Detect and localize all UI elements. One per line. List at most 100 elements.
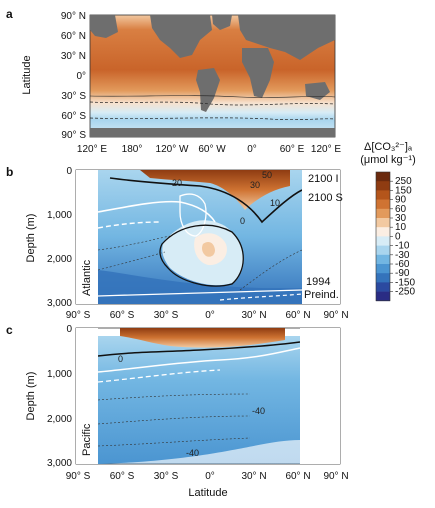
a-ytick: 30° N bbox=[61, 51, 86, 62]
a-ytick: 0° bbox=[76, 71, 86, 82]
b-annotation-2100S: 2100 S bbox=[308, 192, 343, 204]
colorbar-swatch bbox=[376, 172, 390, 182]
colorbar-title: Δ[CO₃²⁻]ₐ bbox=[364, 141, 413, 153]
c-ytick: 1,000 bbox=[47, 369, 72, 380]
panel-c-ylabel: Depth (m) bbox=[25, 372, 37, 421]
panel-c-xlabel: Latitude bbox=[188, 487, 227, 499]
colorbar-tick-label: 150 bbox=[395, 185, 412, 196]
colorbar-swatch bbox=[376, 190, 390, 200]
c-xtick: 30° S bbox=[154, 471, 179, 482]
panel-b-yticks: 0 1,000 2,000 3,000 bbox=[47, 166, 72, 309]
c-xtick: 90° N bbox=[323, 471, 348, 482]
b-xtick: 60° N bbox=[285, 310, 310, 321]
b-contour-label: 30 bbox=[250, 180, 260, 190]
b-xtick: 60° S bbox=[110, 310, 135, 321]
colorbar-tick-label: -60 bbox=[395, 259, 410, 270]
b-ytick: 2,000 bbox=[47, 254, 72, 265]
panel-c-label: c bbox=[6, 323, 13, 337]
colorbar-tick-label: -10 bbox=[395, 241, 410, 252]
c-xtick: 60° S bbox=[110, 471, 135, 482]
a-xtick: 60° W bbox=[198, 144, 226, 155]
continent-antarctica bbox=[90, 128, 335, 137]
c-xtick: 0° bbox=[205, 471, 215, 482]
b-xtick: 0° bbox=[205, 310, 215, 321]
continent-greenland bbox=[212, 15, 232, 30]
a-ytick: 30° S bbox=[61, 91, 86, 102]
panel-c-xticks: 90° S 60° S 30° S 0° 30° N 60° N 90° N bbox=[66, 471, 349, 482]
b-xtick: 90° S bbox=[66, 310, 91, 321]
panel-a-ylabel: Latitude bbox=[21, 55, 33, 94]
panel-b-xticks: 90° S 60° S 30° S 0° 30° N 60° N 90° N bbox=[66, 310, 349, 321]
c-xtick: 60° N bbox=[285, 471, 310, 482]
panel-a-xticks: 120° E 180° 120° W 60° W 0° 60° E 120° E bbox=[77, 144, 341, 155]
panel-b-ylabel: Depth (m) bbox=[25, 214, 37, 263]
c-contour-label: 0 bbox=[118, 354, 123, 364]
panel-a-yticks: 90° N 60° N 30° N 0° 30° S 60° S 90° S bbox=[61, 11, 86, 141]
a-xtick: 120° E bbox=[77, 144, 107, 155]
colorbar-swatch bbox=[376, 199, 390, 210]
colorbar-swatch bbox=[376, 254, 390, 265]
panel-c-section bbox=[75, 327, 341, 465]
colorbar-tick-label: 90 bbox=[395, 195, 407, 206]
panel-b-section bbox=[75, 169, 341, 305]
b-contour-label: 0 bbox=[240, 216, 245, 226]
b-xtick: 30° S bbox=[154, 310, 179, 321]
continent-australia bbox=[305, 82, 330, 100]
continent-asia-west bbox=[90, 15, 118, 38]
c-basin-label: Pacific bbox=[81, 423, 93, 456]
colorbar-swatch bbox=[376, 245, 390, 256]
continent-north-america bbox=[150, 15, 212, 58]
colorbar-swatch bbox=[376, 208, 390, 219]
c-ytick: 3,000 bbox=[47, 458, 72, 469]
b-xtick: 30° N bbox=[241, 310, 266, 321]
b-ytick: 0 bbox=[66, 166, 72, 177]
colorbar-swatch bbox=[376, 273, 390, 283]
colorbar-swatch bbox=[376, 282, 390, 292]
colorbar-tick-label: 0 bbox=[395, 231, 401, 242]
a-xtick: 60° E bbox=[280, 144, 305, 155]
colorbar-tick-label: 60 bbox=[395, 204, 407, 215]
c-ytick: 2,000 bbox=[47, 414, 72, 425]
colorbar: Δ[CO₃²⁻]ₐ (μmol kg⁻¹) 250150906030100-10… bbox=[360, 141, 416, 302]
colorbar-tick-label: 10 bbox=[395, 222, 407, 233]
b-annotation-preind: Preind. bbox=[304, 289, 339, 301]
colorbar-swatches bbox=[375, 171, 391, 302]
b-annotation-2100I: 2100 I bbox=[308, 173, 339, 185]
a-ytick: 60° N bbox=[61, 31, 86, 42]
a-ytick: 90° S bbox=[61, 130, 86, 141]
a-xtick: 120° E bbox=[311, 144, 341, 155]
b-ytick: 3,000 bbox=[47, 298, 72, 309]
colorbar-swatch bbox=[376, 218, 390, 228]
c-ytick: 0 bbox=[66, 324, 72, 335]
c-xtick: 90° S bbox=[66, 471, 91, 482]
colorbar-tick-label: 250 bbox=[395, 176, 412, 187]
colorbar-tick-label: -90 bbox=[395, 268, 410, 279]
colorbar-tick-label: -250 bbox=[395, 287, 415, 298]
continent-eurasia bbox=[238, 15, 335, 60]
a-ytick: 90° N bbox=[61, 11, 86, 22]
c-contour-label: -40 bbox=[186, 448, 199, 458]
a-xtick: 120° W bbox=[156, 144, 189, 155]
panel-a-map bbox=[89, 14, 336, 138]
colorbar-tick-label: -30 bbox=[395, 250, 410, 261]
c-xtick: 30° N bbox=[241, 471, 266, 482]
a-xtick: 0° bbox=[247, 144, 257, 155]
panel-a-label: a bbox=[6, 7, 13, 21]
colorbar-tick-label: 30 bbox=[395, 213, 407, 224]
colorbar-units: (μmol kg⁻¹) bbox=[360, 154, 416, 166]
a-xtick: 180° bbox=[122, 144, 143, 155]
colorbar-swatch bbox=[376, 291, 390, 302]
panel-c-yticks: 0 1,000 2,000 3,000 bbox=[47, 324, 72, 469]
colorbar-tick-label: -150 bbox=[395, 277, 415, 288]
b-contour-label: 20 bbox=[172, 178, 182, 188]
b-annotation-1994: 1994 bbox=[306, 276, 330, 288]
b-contour-label: 50 bbox=[262, 170, 272, 180]
continent-africa bbox=[242, 48, 274, 98]
b-ytick: 1,000 bbox=[47, 210, 72, 221]
continent-south-america bbox=[196, 68, 220, 112]
panel-b-label: b bbox=[6, 165, 13, 179]
b-contour-label: 10 bbox=[270, 198, 280, 208]
colorbar-swatch bbox=[376, 181, 390, 191]
